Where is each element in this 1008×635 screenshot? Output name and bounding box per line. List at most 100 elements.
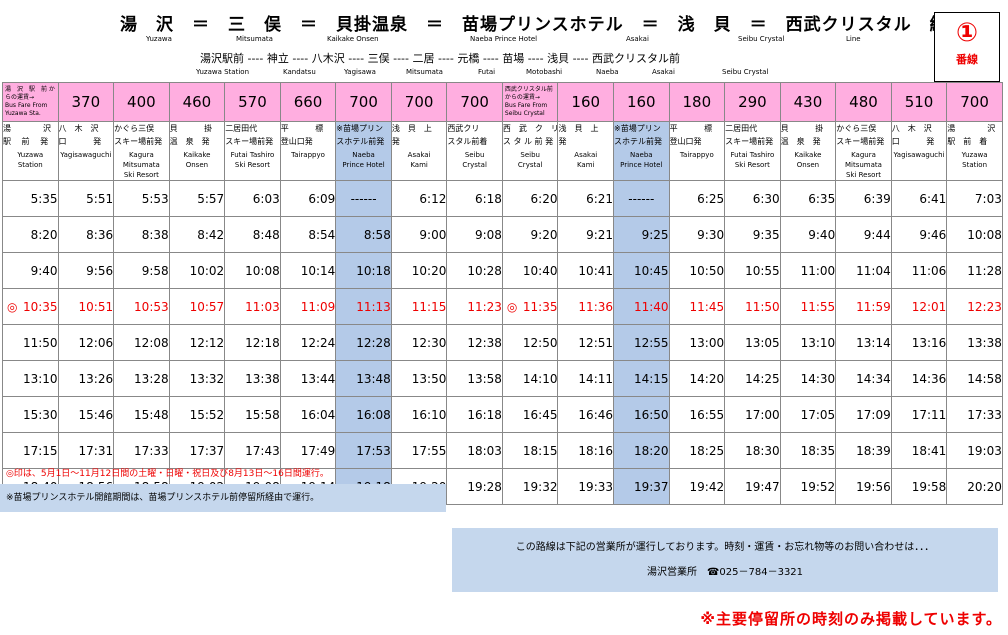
trip-row: 8:20 8:36 8:38 8:42 8:48 8:54 8:58 9:00 9:08 9:20…: [2, 216, 1003, 253]
stop-en2: Crystal: [462, 161, 487, 169]
time-cell: 16:45: [501, 396, 559, 433]
time-cell: 15:48: [113, 396, 170, 433]
stop-jp2: 口 発: [891, 137, 935, 146]
fare-cell: 660: [279, 82, 337, 122]
time-cell: 18:25: [668, 432, 726, 469]
time-cell: 12:38: [446, 324, 503, 361]
stop-jp2: スキー場前発: [725, 137, 774, 146]
time-cell: 12:18: [224, 324, 281, 361]
time-cell: 17:09: [835, 396, 892, 433]
title-en-kaikake: Kaikake Onsen: [327, 35, 379, 43]
time-cell: 14:20: [668, 360, 726, 397]
stop-header: 貝 掛温 泉 発 Kaikake Onsen: [779, 121, 837, 181]
time-cell: 17:49: [279, 432, 337, 469]
stop-jp1: 湯 沢: [3, 124, 51, 133]
footer-note: ※主要停留所の時刻のみ掲載しています。: [700, 610, 1002, 628]
time-cell: 18:03: [446, 432, 503, 469]
stop-header: ※苗場プリン スホテル前発 Naeba Prince Hotel: [613, 121, 670, 181]
time-cell: 13:26: [57, 360, 115, 397]
time-cell: 15:30: [2, 396, 59, 433]
time-cell: ◎ 10:35: [2, 288, 59, 325]
fare-cell: 570: [224, 82, 281, 122]
time-cell: 9:40: [2, 252, 59, 289]
fare-cell: 370: [57, 82, 115, 122]
stop-header: 湯 沢駅 前 着 Yuzawa Station: [946, 121, 1003, 181]
stop-en2: Station: [962, 161, 988, 169]
time-cell: 13:05: [724, 324, 781, 361]
fare-cell: 430: [779, 82, 837, 122]
time-cell: 19:32: [501, 468, 559, 505]
time-cell: 17:33: [113, 432, 170, 469]
stop-header: 湯 沢駅 前 発 Yuzawa Station: [2, 121, 59, 181]
time-cell: 20:20: [946, 468, 1003, 505]
time-cell: 5:57: [168, 180, 226, 217]
time-cell: 6:39: [835, 180, 892, 217]
stop-en1: Futai Tashiro: [730, 151, 775, 159]
time-cell: 14:34: [835, 360, 892, 397]
time-cell: 10:18: [335, 252, 392, 289]
time-cell: 17:15: [2, 432, 59, 469]
time-cell: 10:55: [724, 252, 781, 289]
stop-jp1: ※苗場プリン: [614, 124, 661, 133]
time-cell: 5:51: [57, 180, 115, 217]
time-cell: 11:45: [668, 288, 726, 325]
time-cell: 17:11: [890, 396, 948, 433]
stop-header: 八 木 沢口 発 Yagisawaguchi: [57, 121, 115, 181]
time-cell: 6:18: [446, 180, 503, 217]
time-cell: 17:05: [779, 396, 837, 433]
time-cell: 11:04: [835, 252, 892, 289]
time-cell: 13:00: [668, 324, 726, 361]
time-cell: 12:01: [890, 288, 948, 325]
time-cell: 12:51: [557, 324, 615, 361]
stop-jp2: 登山口発: [280, 137, 313, 146]
time-cell: ------: [335, 180, 392, 217]
fare-cell: 510: [890, 82, 948, 122]
time-cell: 6:41: [890, 180, 948, 217]
stop-header: かぐら三俣 スキー場前発 Kagura Mitsumata Ski Resort: [835, 121, 892, 181]
time-cell: 17:55: [390, 432, 448, 469]
time-cell: 19:52: [779, 468, 837, 505]
sub-en-1: Kandatsu: [283, 68, 316, 76]
time-cell: 14:36: [890, 360, 948, 397]
sub-en-7: Asakai: [652, 68, 675, 76]
fare-label-jp: 湯 沢 駅 前 からの運賃→: [5, 86, 55, 101]
time-cell: 11:06: [890, 252, 948, 289]
time-cell: 16:10: [390, 396, 448, 433]
time-cell: 13:58: [446, 360, 503, 397]
time-cell: 6:21: [557, 180, 615, 217]
stop-jp1: 平 標: [280, 124, 324, 133]
sub-en-6: Naeba: [596, 68, 619, 76]
stop-en1: Yagisawaguchi: [60, 151, 112, 159]
fare-cell: 160: [557, 82, 615, 122]
stop-en2: Prince Hotel: [342, 161, 385, 169]
time-cell: 17:00: [724, 396, 781, 433]
stop-en1: Tairappyo: [679, 151, 714, 159]
stop-jp2: 口 発: [58, 137, 102, 146]
time-cell: 8:48: [224, 216, 281, 253]
fare-cell: 400: [113, 82, 170, 122]
time-cell: 9:44: [835, 216, 892, 253]
stop-jp1: 西 武 ク リ: [502, 124, 558, 133]
time-cell: 10:45: [613, 252, 670, 289]
stop-jp1: かぐら三俣: [114, 124, 155, 133]
time-cell: 12:55: [613, 324, 670, 361]
time-cell: 12:28: [335, 324, 392, 361]
naeba-note: ※苗場プリンスホテル開館期間は、苗場プリンスホテル前停留所経由で運行。: [0, 484, 446, 512]
time-cell: 13:28: [113, 360, 170, 397]
route-number-box: ① 番線: [934, 12, 1000, 82]
stop-jp2: スキー場前発: [225, 137, 274, 146]
time-cell: 18:35: [779, 432, 837, 469]
title-en-asakai: Asakai: [626, 35, 649, 43]
time-cell: 12:50: [501, 324, 559, 361]
time-cell: 13:44: [279, 360, 337, 397]
time-cell: 19:56: [835, 468, 892, 505]
time-cell: 6:30: [724, 180, 781, 217]
time-cell: 14:25: [724, 360, 781, 397]
stop-jp1: 西武クリ: [447, 124, 480, 133]
time-cell: 10:40: [501, 252, 559, 289]
fare-cell: 290: [724, 82, 781, 122]
time-cell: 11:55: [779, 288, 837, 325]
time-cell: 19:33: [557, 468, 615, 505]
stop-jp1: 二居田代: [225, 124, 258, 133]
time-cell: 12:06: [57, 324, 115, 361]
